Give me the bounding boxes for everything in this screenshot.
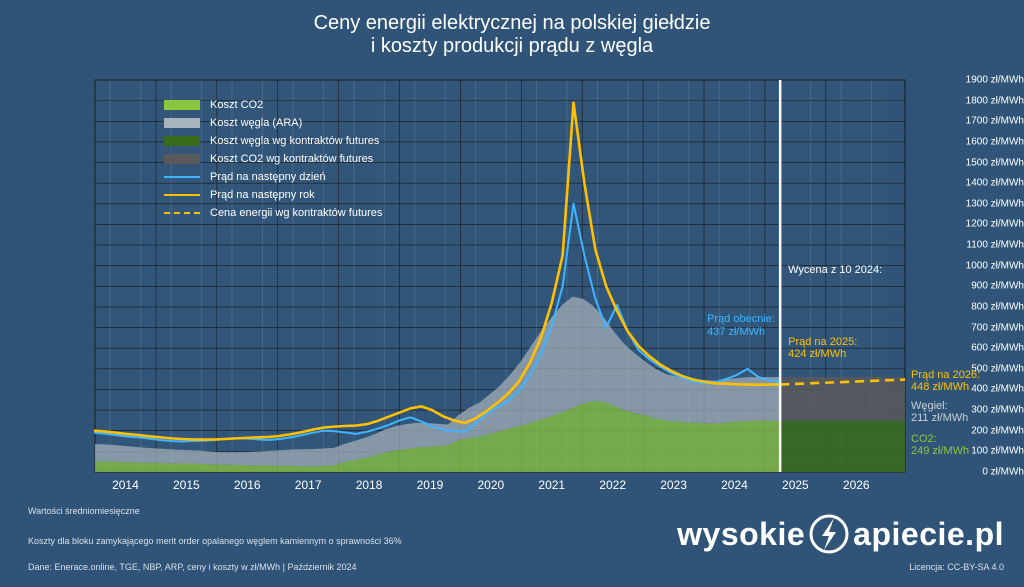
legend-label: Prąd na następny rok xyxy=(210,189,315,201)
legend-item: Koszt węgla wg kontraktów futures xyxy=(164,132,382,150)
bolt-icon xyxy=(807,512,851,556)
ann-line: 211 zł/MWh xyxy=(911,412,968,425)
page-root: Ceny energii elektrycznej na polskiej gi… xyxy=(0,0,1024,587)
ann-line: Prąd na 2025: xyxy=(788,336,857,349)
legend-swatch xyxy=(164,194,200,196)
ann-line: Węgiel: xyxy=(911,400,968,413)
footer-line-2: Koszty dla bloku zamykającego merit orde… xyxy=(28,536,402,546)
ann-line: 437 zł/MWh xyxy=(707,326,775,339)
legend-item: Prąd na następny rok xyxy=(164,186,382,204)
brand-suffix: apiecie.pl xyxy=(853,516,1004,553)
legend-item: Prąd na następny dzień xyxy=(164,168,382,186)
legend-swatch xyxy=(164,176,200,178)
annotation-header: Wycena z 10 2024: xyxy=(788,264,882,277)
legend-label: Koszt węgla (ARA) xyxy=(210,117,302,129)
legend: Koszt CO2 Koszt węgla (ARA) Koszt węgla wg… xyxy=(164,96,382,222)
brand-prefix: wysokie xyxy=(677,516,805,553)
legend-swatch xyxy=(164,154,200,164)
legend-item: Koszt CO2 xyxy=(164,96,382,114)
ann-line: 249 zł/MWh xyxy=(911,445,969,458)
ann-line: 424 zł/MWh xyxy=(788,348,857,361)
ann-line: Prąd obecnie: xyxy=(707,313,775,326)
legend-swatch xyxy=(164,136,200,146)
legend-item: Cena energii wg kontraktów futures xyxy=(164,204,382,222)
legend-label: Koszt CO2 xyxy=(210,99,263,111)
footer-license: Licencja: CC-BY-SA 4.0 xyxy=(909,562,1004,572)
legend-swatch xyxy=(164,118,200,128)
legend-swatch xyxy=(164,212,200,214)
legend-swatch xyxy=(164,100,200,110)
legend-item: Koszt węgla (ARA) xyxy=(164,114,382,132)
legend-label: Cena energii wg kontraktów futures xyxy=(210,207,382,219)
ann-line: Prąd na 2026: xyxy=(911,369,980,382)
ann-line: 448 zł/MWh xyxy=(911,381,980,394)
ann-line: CO2: xyxy=(911,433,969,446)
legend-label: Koszt CO2 wg kontraktów futures xyxy=(210,153,373,165)
brand-logo: wysokie apiecie.pl xyxy=(677,512,1004,556)
legend-item: Koszt CO2 wg kontraktów futures xyxy=(164,150,382,168)
annotation-prad-2025: Prąd na 2025: 424 zł/MWh xyxy=(788,336,857,361)
annotation-header-text: Wycena z 10 2024: xyxy=(788,264,882,276)
legend-label: Koszt węgla wg kontraktów futures xyxy=(210,135,379,147)
annotation-co2: CO2: 249 zł/MWh xyxy=(911,433,969,458)
annotation-wegiel: Węgiel: 211 zł/MWh xyxy=(911,400,968,425)
legend-label: Prąd na następny dzień xyxy=(210,171,326,183)
chart-plot xyxy=(0,0,1024,587)
annotation-prad-2026: Prąd na 2026: 448 zł/MWh xyxy=(911,369,980,394)
footer-line-3: Dane: Enerace.online, TGE, NBP, ARP, cen… xyxy=(28,562,357,572)
annotation-prad-now: Prąd obecnie: 437 zł/MWh xyxy=(707,313,775,338)
footer-line-1: Wartości średniomiesięczne xyxy=(28,506,140,516)
